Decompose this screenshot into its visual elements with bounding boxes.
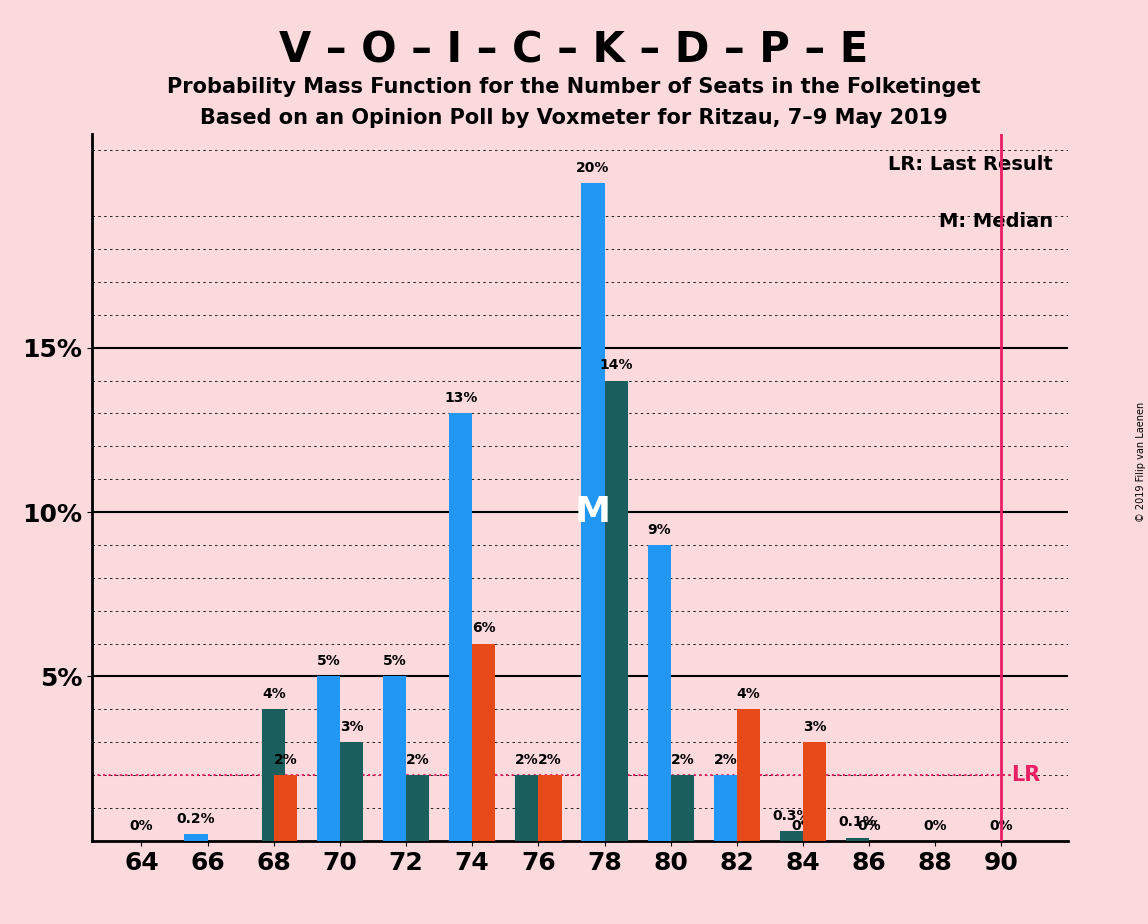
Bar [472,775,496,841]
Text: 0%: 0% [791,819,815,833]
Text: 0.1%: 0.1% [838,815,877,830]
Text: 20%: 20% [576,161,610,175]
Text: 2%: 2% [670,753,695,767]
Bar [262,710,286,841]
Text: © 2019 Filip van Laenen: © 2019 Filip van Laenen [1135,402,1146,522]
Bar [406,775,429,841]
Bar [714,775,737,841]
Text: 0%: 0% [262,819,286,833]
Bar [317,676,340,841]
Text: LR: Last Result: LR: Last Result [889,155,1053,175]
Text: 2%: 2% [273,753,297,767]
Text: 0.2%: 0.2% [177,812,216,826]
Bar [273,775,297,841]
Bar [185,834,208,841]
Text: 2%: 2% [515,753,538,767]
Text: 0%: 0% [130,819,154,833]
Text: M: Median: M: Median [939,212,1053,231]
Bar [846,837,869,841]
Text: 0.3%: 0.3% [773,808,810,822]
Text: 0%: 0% [858,819,881,833]
Text: 4%: 4% [262,687,286,701]
Text: 9%: 9% [647,523,670,537]
Bar [605,381,628,841]
Text: 0%: 0% [923,819,947,833]
Bar [647,545,670,841]
Text: 13%: 13% [444,391,478,406]
Text: 3%: 3% [802,720,827,734]
Text: V – O – I – C – K – D – P – E: V – O – I – C – K – D – P – E [279,30,869,71]
Bar [515,775,538,841]
Text: 5%: 5% [317,654,340,668]
Text: 2%: 2% [405,753,429,767]
Bar [779,831,802,841]
Text: 4%: 4% [737,687,760,701]
Text: LR: LR [1011,765,1040,785]
Text: Based on an Opinion Poll by Voxmeter for Ritzau, 7–9 May 2019: Based on an Opinion Poll by Voxmeter for… [200,108,948,128]
Text: 6%: 6% [472,621,496,636]
Bar [581,183,605,841]
Bar [538,775,561,841]
Bar [737,710,760,841]
Bar [449,413,472,841]
Text: 2%: 2% [713,753,737,767]
Text: 2%: 2% [538,753,561,767]
Text: 3%: 3% [340,720,363,734]
Bar [670,775,693,841]
Text: 0%: 0% [527,819,550,833]
Text: 0%: 0% [990,819,1014,833]
Bar [340,742,363,841]
Bar [383,676,406,841]
Bar [802,742,827,841]
Text: Probability Mass Function for the Number of Seats in the Folketinget: Probability Mass Function for the Number… [168,77,980,97]
Text: 2%: 2% [472,753,496,767]
Text: M: M [575,495,611,529]
Text: 14%: 14% [599,359,633,372]
Text: 5%: 5% [382,654,406,668]
Bar [472,644,496,841]
